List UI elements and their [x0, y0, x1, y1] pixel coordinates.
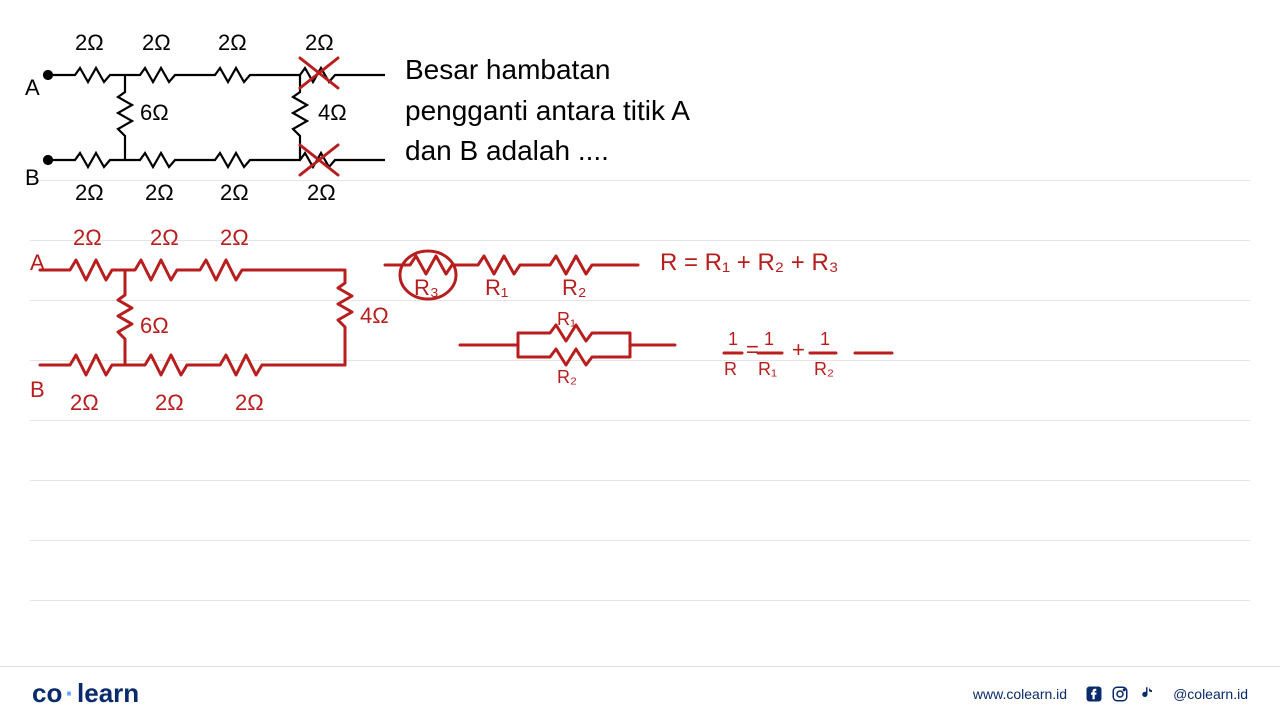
- q-line1: Besar hambatan: [405, 50, 690, 91]
- mid-r1: 6Ω: [140, 100, 169, 125]
- hd-top3: 2Ω: [220, 225, 249, 250]
- series-r1: R₁: [485, 275, 508, 300]
- hd-bot2: 2Ω: [155, 390, 184, 415]
- node-a-label: A: [25, 75, 40, 100]
- hd-top1: 2Ω: [73, 225, 102, 250]
- pf-dm: R₁: [758, 359, 777, 379]
- footer: co·learn www.colearn.id @colearn.id: [0, 666, 1280, 720]
- q-line3: dan B adalah ....: [405, 131, 690, 172]
- logo: co·learn: [32, 678, 139, 709]
- hd-mid1: 6Ω: [140, 313, 169, 338]
- series-formula: R = R₁ + R₂ + R₃: [660, 249, 839, 276]
- logo-learn: learn: [77, 678, 139, 708]
- top-r1: 2Ω: [75, 30, 104, 55]
- footer-url: www.colearn.id: [973, 686, 1067, 702]
- tiktok-icon: [1137, 685, 1155, 703]
- pf-dl: R: [724, 359, 737, 379]
- pf-nr: 1: [820, 329, 830, 349]
- bot-r4: 2Ω: [307, 180, 336, 205]
- handwritten-work: A B 2Ω 2Ω 2Ω 6Ω 4Ω 2Ω 2Ω 2Ω R₃ R₁ R₂ R =…: [30, 225, 930, 445]
- top-r2: 2Ω: [142, 30, 171, 55]
- bot-r1: 2Ω: [75, 180, 104, 205]
- top-r4: 2Ω: [305, 30, 334, 55]
- hd-top2: 2Ω: [150, 225, 179, 250]
- hd-bot3: 2Ω: [235, 390, 264, 415]
- par-r1: R₁: [557, 309, 576, 329]
- top-r3: 2Ω: [218, 30, 247, 55]
- series-r3: R₃: [414, 275, 439, 300]
- pf-nl: 1: [728, 329, 738, 349]
- footer-handle: @colearn.id: [1173, 686, 1248, 702]
- hd-node-a: A: [30, 250, 45, 275]
- hd-bot1: 2Ω: [70, 390, 99, 415]
- node-b-label: B: [25, 165, 40, 190]
- svg-text:+: +: [792, 337, 805, 362]
- series-r2: R₂: [562, 275, 586, 300]
- svg-text:=: =: [746, 337, 759, 362]
- q-line2: pengganti antara titik A: [405, 91, 690, 132]
- pf-nm: 1: [764, 329, 774, 349]
- pf-dr: R₂: [814, 359, 834, 379]
- question-text: Besar hambatan pengganti antara titik A …: [405, 50, 690, 172]
- logo-co: co: [32, 678, 62, 708]
- hd-mid2: 4Ω: [360, 303, 389, 328]
- circuit-diagram-black: A B 2Ω 2Ω 2Ω 2Ω 6Ω 4Ω 2Ω 2Ω 2Ω 2Ω: [20, 20, 400, 210]
- par-r2: R₂: [557, 367, 577, 387]
- bot-r2: 2Ω: [145, 180, 174, 205]
- facebook-icon: [1085, 685, 1103, 703]
- mid-r2: 4Ω: [318, 100, 347, 125]
- instagram-icon: [1111, 685, 1129, 703]
- hd-node-b: B: [30, 377, 45, 402]
- bot-r3: 2Ω: [220, 180, 249, 205]
